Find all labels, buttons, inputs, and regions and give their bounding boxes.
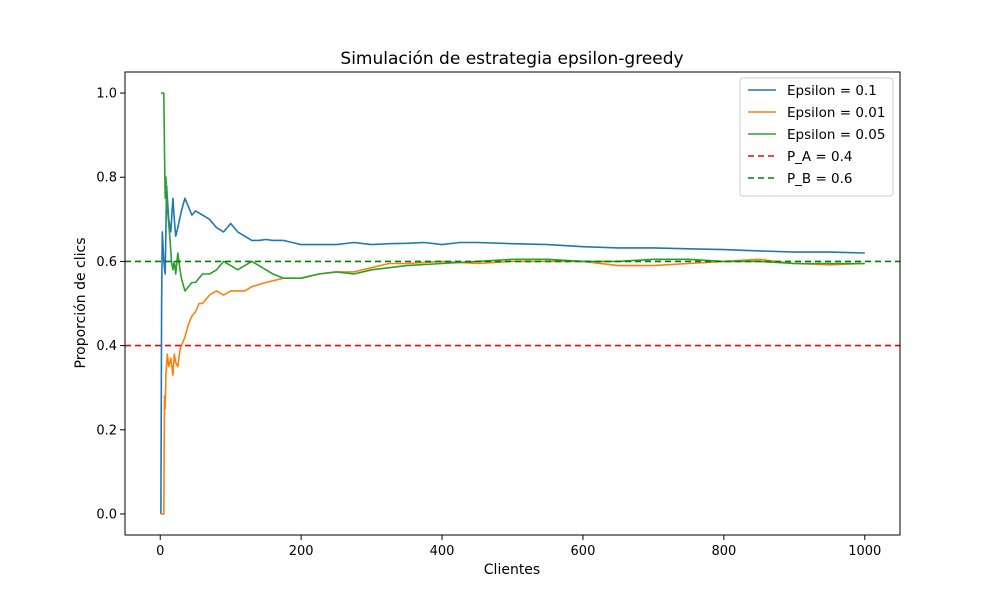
y-axis-title: Proporción de clics [73,237,89,368]
chart-title: Simulación de estrategia epsilon-greedy [340,49,683,69]
legend-frame [739,77,894,197]
x-tick-label: 1000 [848,544,881,559]
y-tick-label: 0.0 [96,507,117,522]
legend-label: Epsilon = 0.05 [787,127,885,143]
x-tick-label: 600 [571,544,596,559]
x-tick-label: 400 [430,544,455,559]
x-tick-label: 200 [289,544,314,559]
legend-label: Epsilon = 0.01 [787,105,885,121]
series-group [125,92,900,515]
legend-label: Epsilon = 0.1 [787,83,877,99]
y-tick-label: 0.4 [96,339,117,354]
legend: Epsilon = 0.1 Epsilon = 0.01 Epsilon = 0.0… [739,77,894,197]
x-tick-label: 0 [156,544,164,559]
legend-label: P_A = 0.4 [787,149,853,165]
series-line [160,92,865,292]
series-line [160,184,865,515]
y-tick-label: 1.0 [96,87,117,102]
y-tick-label: 0.2 [96,423,117,438]
legend-label: P_B = 0.6 [787,171,853,187]
axis-ticks: 0 200 400 600 800 1000 0.0 0.2 0.4 0.6 0.8 1.0 [96,87,881,559]
x-tick-label: 800 [711,544,736,559]
y-tick-label: 0.8 [96,171,117,186]
plot-frame [124,71,901,536]
y-tick-label: 0.6 [96,255,117,270]
x-axis-title: Clientes [484,562,540,578]
